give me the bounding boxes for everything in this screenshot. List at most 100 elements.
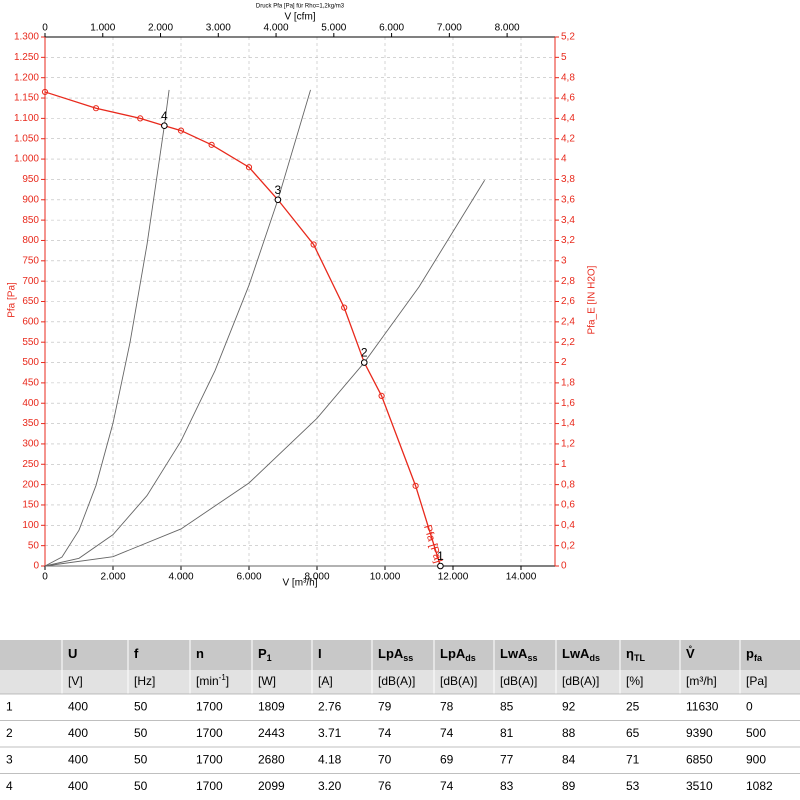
fan-curve-marker: [92, 105, 100, 112]
table-cell: 74: [440, 726, 454, 740]
fan-curve-marker: [208, 141, 215, 148]
table-cell: 50: [134, 752, 148, 766]
y-tick-label: 1.150: [14, 93, 39, 104]
table-cell: [dB(A)]: [500, 674, 537, 688]
table-cell: LwAds: [562, 646, 600, 663]
y-tick-label: 600: [22, 316, 39, 327]
y2-tick-label: 1,4: [561, 418, 575, 429]
cell-sub: ds: [465, 653, 476, 663]
table-cell: 79: [378, 699, 392, 713]
y-tick-label: 800: [22, 235, 39, 246]
cell-text: I: [318, 646, 322, 661]
cell-text: [A]: [318, 674, 333, 688]
x-axis-label: V [m³/h]: [282, 578, 317, 589]
fan-curve-marker: [137, 115, 144, 122]
cell-text: [V]: [68, 674, 83, 688]
table-cell: 900: [746, 752, 766, 766]
cell-text: [dB(A)]: [562, 674, 599, 688]
y-tick-label: 1.100: [14, 113, 39, 124]
table-cell: 83: [500, 779, 514, 793]
table-cell: 2443: [258, 726, 285, 740]
table-cell: 1700: [196, 699, 223, 713]
table-cell: 71: [626, 752, 640, 766]
table-cell: 84: [562, 752, 576, 766]
table-cell: [%]: [626, 674, 643, 688]
table-cell: 85: [500, 699, 514, 713]
cell-text: [min: [196, 674, 219, 688]
table-cell: [dB(A)]: [562, 674, 599, 688]
y2-tick-label: 1: [561, 459, 567, 470]
cell-text: U: [68, 646, 77, 661]
table-cell: 74: [440, 779, 454, 793]
y2-tick-label: 4,2: [561, 133, 575, 144]
table-cell: ηTL: [626, 646, 645, 663]
table-cell: LwAss: [500, 646, 537, 663]
y-tick-label: 1.050: [14, 133, 39, 144]
table-cell: 400: [68, 699, 88, 713]
table-cell: 50: [134, 779, 148, 793]
fan-curve-marker: [412, 482, 419, 489]
table-cell: I: [318, 646, 322, 661]
fan-curve: [44, 91, 442, 567]
cell-sub: ss: [403, 653, 413, 663]
y2-tick-label: 1,2: [561, 439, 575, 450]
y2-tick-label: 3,2: [561, 235, 575, 246]
operating-point-label: 1: [437, 549, 444, 563]
y-tick-label: 500: [22, 357, 39, 368]
table-cell: 4: [6, 779, 13, 793]
y-tick-label: 750: [22, 255, 39, 266]
table-cell: n: [196, 646, 204, 661]
y-tick-label: 700: [22, 276, 39, 287]
cell-text: p: [746, 646, 754, 661]
table-cell: 3.20: [318, 779, 342, 793]
table-cell: 2680: [258, 752, 285, 766]
table-cell: [dB(A)]: [378, 674, 415, 688]
table-cell: 4.18: [318, 752, 342, 766]
table-cell: 81: [500, 726, 514, 740]
y2-tick-label: 4,4: [561, 113, 575, 124]
table-cell: 11630: [686, 699, 719, 713]
operating-point: [360, 359, 368, 366]
table-cell: 1700: [196, 779, 223, 793]
system-curve: [44, 180, 486, 567]
y-axis-label: Pfa [Pa]: [7, 282, 18, 318]
y-tick-label: 200: [22, 479, 39, 490]
table-cell: [min-1]: [196, 673, 229, 688]
x-tick-label: 2.000: [100, 572, 125, 583]
y2-tick-label: 2,8: [561, 276, 575, 287]
operating-point-label: 2: [361, 346, 368, 360]
x2-tick-label: 8.000: [495, 23, 520, 34]
y-tick-label: 0: [33, 561, 39, 572]
fan-curve-marker: [177, 127, 185, 134]
table-cell: pfa: [746, 646, 763, 663]
y-tick-label: 850: [22, 215, 39, 226]
table-cell: 1: [6, 699, 13, 713]
table-cell: 88: [562, 726, 576, 740]
fan-curve-marker: [341, 304, 348, 311]
y-tick-label: 1.200: [14, 72, 39, 83]
cell-text: [dB(A)]: [378, 674, 415, 688]
y-tick-label: 50: [28, 540, 40, 551]
table-cell: 70: [378, 752, 392, 766]
x-tick-label: 14.000: [506, 572, 537, 583]
table-cell: 50: [134, 699, 148, 713]
x2-tick-label: 5.000: [321, 23, 346, 34]
y2-tick-label: 5: [561, 52, 567, 63]
y2-tick-label: 0: [561, 561, 567, 572]
table-cell: [A]: [318, 674, 333, 688]
y-tick-label: 100: [22, 520, 39, 531]
y2-tick-label: 0,6: [561, 500, 575, 511]
y2-tick-label: 2,2: [561, 337, 575, 348]
table-cell: [dB(A)]: [440, 674, 477, 688]
y2-tick-label: 0,4: [561, 520, 575, 531]
fan-curve-marker: [378, 392, 385, 400]
table-cell: 74: [378, 726, 392, 740]
x-tick-label: 12.000: [438, 572, 469, 583]
table-cell: 3510: [686, 779, 713, 793]
operating-point: [274, 196, 282, 204]
table-cell: 3: [6, 752, 13, 766]
x2-tick-label: 2.000: [148, 23, 173, 34]
table-cell: 3.71: [318, 726, 342, 740]
table-cell: 92: [562, 699, 576, 713]
y2-tick-label: 2,4: [561, 316, 575, 327]
